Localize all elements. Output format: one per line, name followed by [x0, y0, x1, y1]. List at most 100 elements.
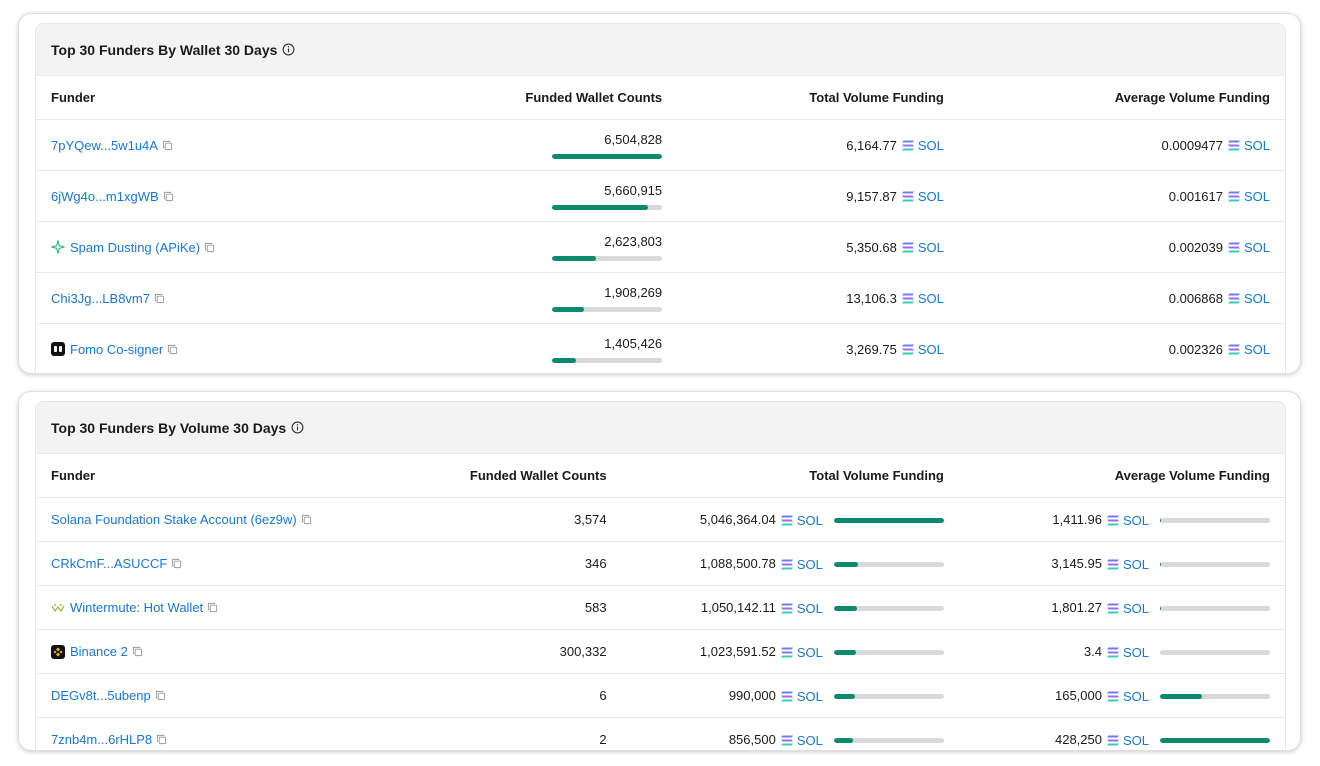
sol-token[interactable]: SOL	[776, 733, 823, 748]
sol-label: SOL	[796, 644, 823, 660]
progress-bar-fill	[1160, 737, 1270, 743]
progress-bar-fill	[1160, 693, 1203, 699]
table-row: 7znb4m...6rHLP8 2 856,500 SOL 428,250 SOL	[36, 717, 1285, 750]
copy-icon[interactable]	[301, 514, 312, 525]
sol-token[interactable]: SOL	[897, 138, 944, 153]
funder-link[interactable]: 7pYQew...5w1u4A	[51, 137, 158, 153]
total-value: 1,088,500.78	[699, 556, 776, 572]
sol-label: SOL	[1243, 291, 1270, 307]
sol-token[interactable]: SOL	[1102, 513, 1149, 528]
col-total-volume-funding: Total Volume Funding	[621, 454, 959, 498]
wallet-funders-table: Funder Funded Wallet Counts Total Volume…	[36, 76, 1285, 373]
funder-link[interactable]: 7znb4m...6rHLP8	[51, 732, 153, 747]
funder-link[interactable]: Chi3Jg...LB8vm7	[51, 290, 150, 306]
wintermute-icon	[51, 601, 65, 615]
sol-label: SOL	[1122, 644, 1149, 660]
info-icon[interactable]	[282, 43, 295, 56]
col-total-volume-funding: Total Volume Funding	[677, 76, 959, 120]
copy-icon[interactable]	[163, 191, 174, 202]
sol-token[interactable]: SOL	[776, 601, 823, 616]
table-row: 6jWg4o...m1xgWB 5,660,915 9,157.87 SOL 0.001…	[36, 170, 1285, 222]
progress-bar	[833, 605, 944, 611]
funder-link[interactable]: CRkCmF...ASUCCF	[51, 556, 168, 571]
sol-token[interactable]: SOL	[1102, 557, 1149, 572]
total-value: 5,046,364.04	[699, 512, 776, 528]
copy-icon[interactable]	[162, 140, 173, 151]
avg-value: 1,801.27	[1051, 600, 1102, 616]
funder-link[interactable]: Fomo Co-signer	[70, 341, 164, 357]
wallet-funders-header: Top 30 Funders By Wallet 30 Days	[36, 24, 1285, 76]
table-row: Solana Foundation Stake Account (6ez9w) 3…	[36, 497, 1285, 542]
sol-label: SOL	[796, 600, 823, 616]
solana-icon	[780, 559, 794, 570]
sol-token[interactable]: SOL	[1223, 342, 1270, 357]
total-value: 1,050,142.11	[700, 600, 776, 616]
sol-label: SOL	[796, 512, 823, 528]
sol-label: SOL	[1122, 512, 1149, 528]
funder-link[interactable]: Solana Foundation Stake Account (6ez9w)	[51, 512, 297, 527]
total-cell: 5,046,364.04 SOL	[621, 497, 959, 542]
solana-icon	[780, 647, 794, 658]
copy-icon[interactable]	[132, 646, 143, 657]
avg-cell: 1,801.27 SOL	[958, 585, 1285, 630]
sol-label: SOL	[796, 688, 823, 704]
funder-link[interactable]: Spam Dusting (APiKe)	[70, 239, 201, 255]
funder-link[interactable]: Wintermute: Hot Wallet	[70, 600, 204, 615]
total-cell: 5,350.68 SOL	[677, 221, 959, 273]
total-cell: 13,106.3 SOL	[677, 272, 959, 324]
copy-icon[interactable]	[156, 734, 167, 745]
sol-token[interactable]: SOL	[776, 689, 823, 704]
sol-token[interactable]: SOL	[1102, 733, 1149, 748]
total-cell: 9,157.87 SOL	[677, 170, 959, 222]
avg-value: 0.002039	[1168, 240, 1223, 256]
sol-token[interactable]: SOL	[1102, 645, 1149, 660]
info-icon[interactable]	[291, 421, 304, 434]
total-value: 3,269.75	[846, 342, 897, 358]
solana-icon	[780, 603, 794, 614]
sol-token[interactable]: SOL	[1223, 240, 1270, 255]
sol-token[interactable]: SOL	[1102, 601, 1149, 616]
count-value: 6,504,828	[604, 131, 663, 147]
copy-icon[interactable]	[167, 344, 178, 355]
sol-token[interactable]: SOL	[776, 645, 823, 660]
avg-value: 428,250	[1054, 732, 1102, 748]
sol-token[interactable]: SOL	[897, 342, 944, 357]
copy-icon[interactable]	[154, 293, 165, 304]
sol-token[interactable]: SOL	[1223, 189, 1270, 204]
count-cell: 5,660,915	[338, 170, 678, 222]
sol-token[interactable]: SOL	[897, 240, 944, 255]
avg-value: 165,000	[1054, 688, 1102, 704]
copy-icon[interactable]	[171, 558, 182, 569]
funder-link[interactable]: DEGv8t...5ubenp	[51, 688, 151, 703]
progress-bar-fill	[552, 204, 648, 210]
sol-token[interactable]: SOL	[1102, 689, 1149, 704]
progress-bar-fill	[552, 357, 577, 363]
funder-wrapper: DEGv8t...5ubenp	[51, 688, 374, 703]
copy-icon[interactable]	[207, 602, 218, 613]
avg-cell: 428,250 SOL	[958, 717, 1285, 750]
sol-label: SOL	[796, 732, 823, 748]
count-wrapper: 6,504,828	[552, 131, 663, 159]
sol-token[interactable]: SOL	[1223, 138, 1270, 153]
progress-bar	[552, 306, 663, 312]
sol-label: SOL	[796, 556, 823, 572]
solana-icon	[1106, 735, 1120, 746]
count-value: 2,623,803	[604, 233, 663, 249]
sol-token[interactable]: SOL	[897, 189, 944, 204]
avg-value: 0.002326	[1168, 342, 1223, 358]
sol-token[interactable]: SOL	[776, 513, 823, 528]
sol-token[interactable]: SOL	[1223, 291, 1270, 306]
sol-label: SOL	[1122, 688, 1149, 704]
sol-token[interactable]: SOL	[776, 557, 823, 572]
progress-bar	[833, 517, 944, 523]
col-funder: Funder	[36, 76, 339, 120]
copy-icon[interactable]	[204, 242, 215, 253]
copy-icon[interactable]	[155, 690, 166, 701]
avg-cell: 0.001617 SOL	[958, 170, 1285, 222]
funder-link[interactable]: Binance 2	[70, 644, 128, 659]
sol-token[interactable]: SOL	[897, 291, 944, 306]
funder-link[interactable]: 6jWg4o...m1xgWB	[51, 188, 159, 204]
table-row: Wintermute: Hot Wallet 583 1,050,142.11 SOL…	[36, 585, 1285, 630]
count-cell: 6	[389, 673, 622, 718]
table-row: Fomo Co-signer 1,405,426 3,269.75 SOL 0.0023…	[36, 323, 1285, 373]
